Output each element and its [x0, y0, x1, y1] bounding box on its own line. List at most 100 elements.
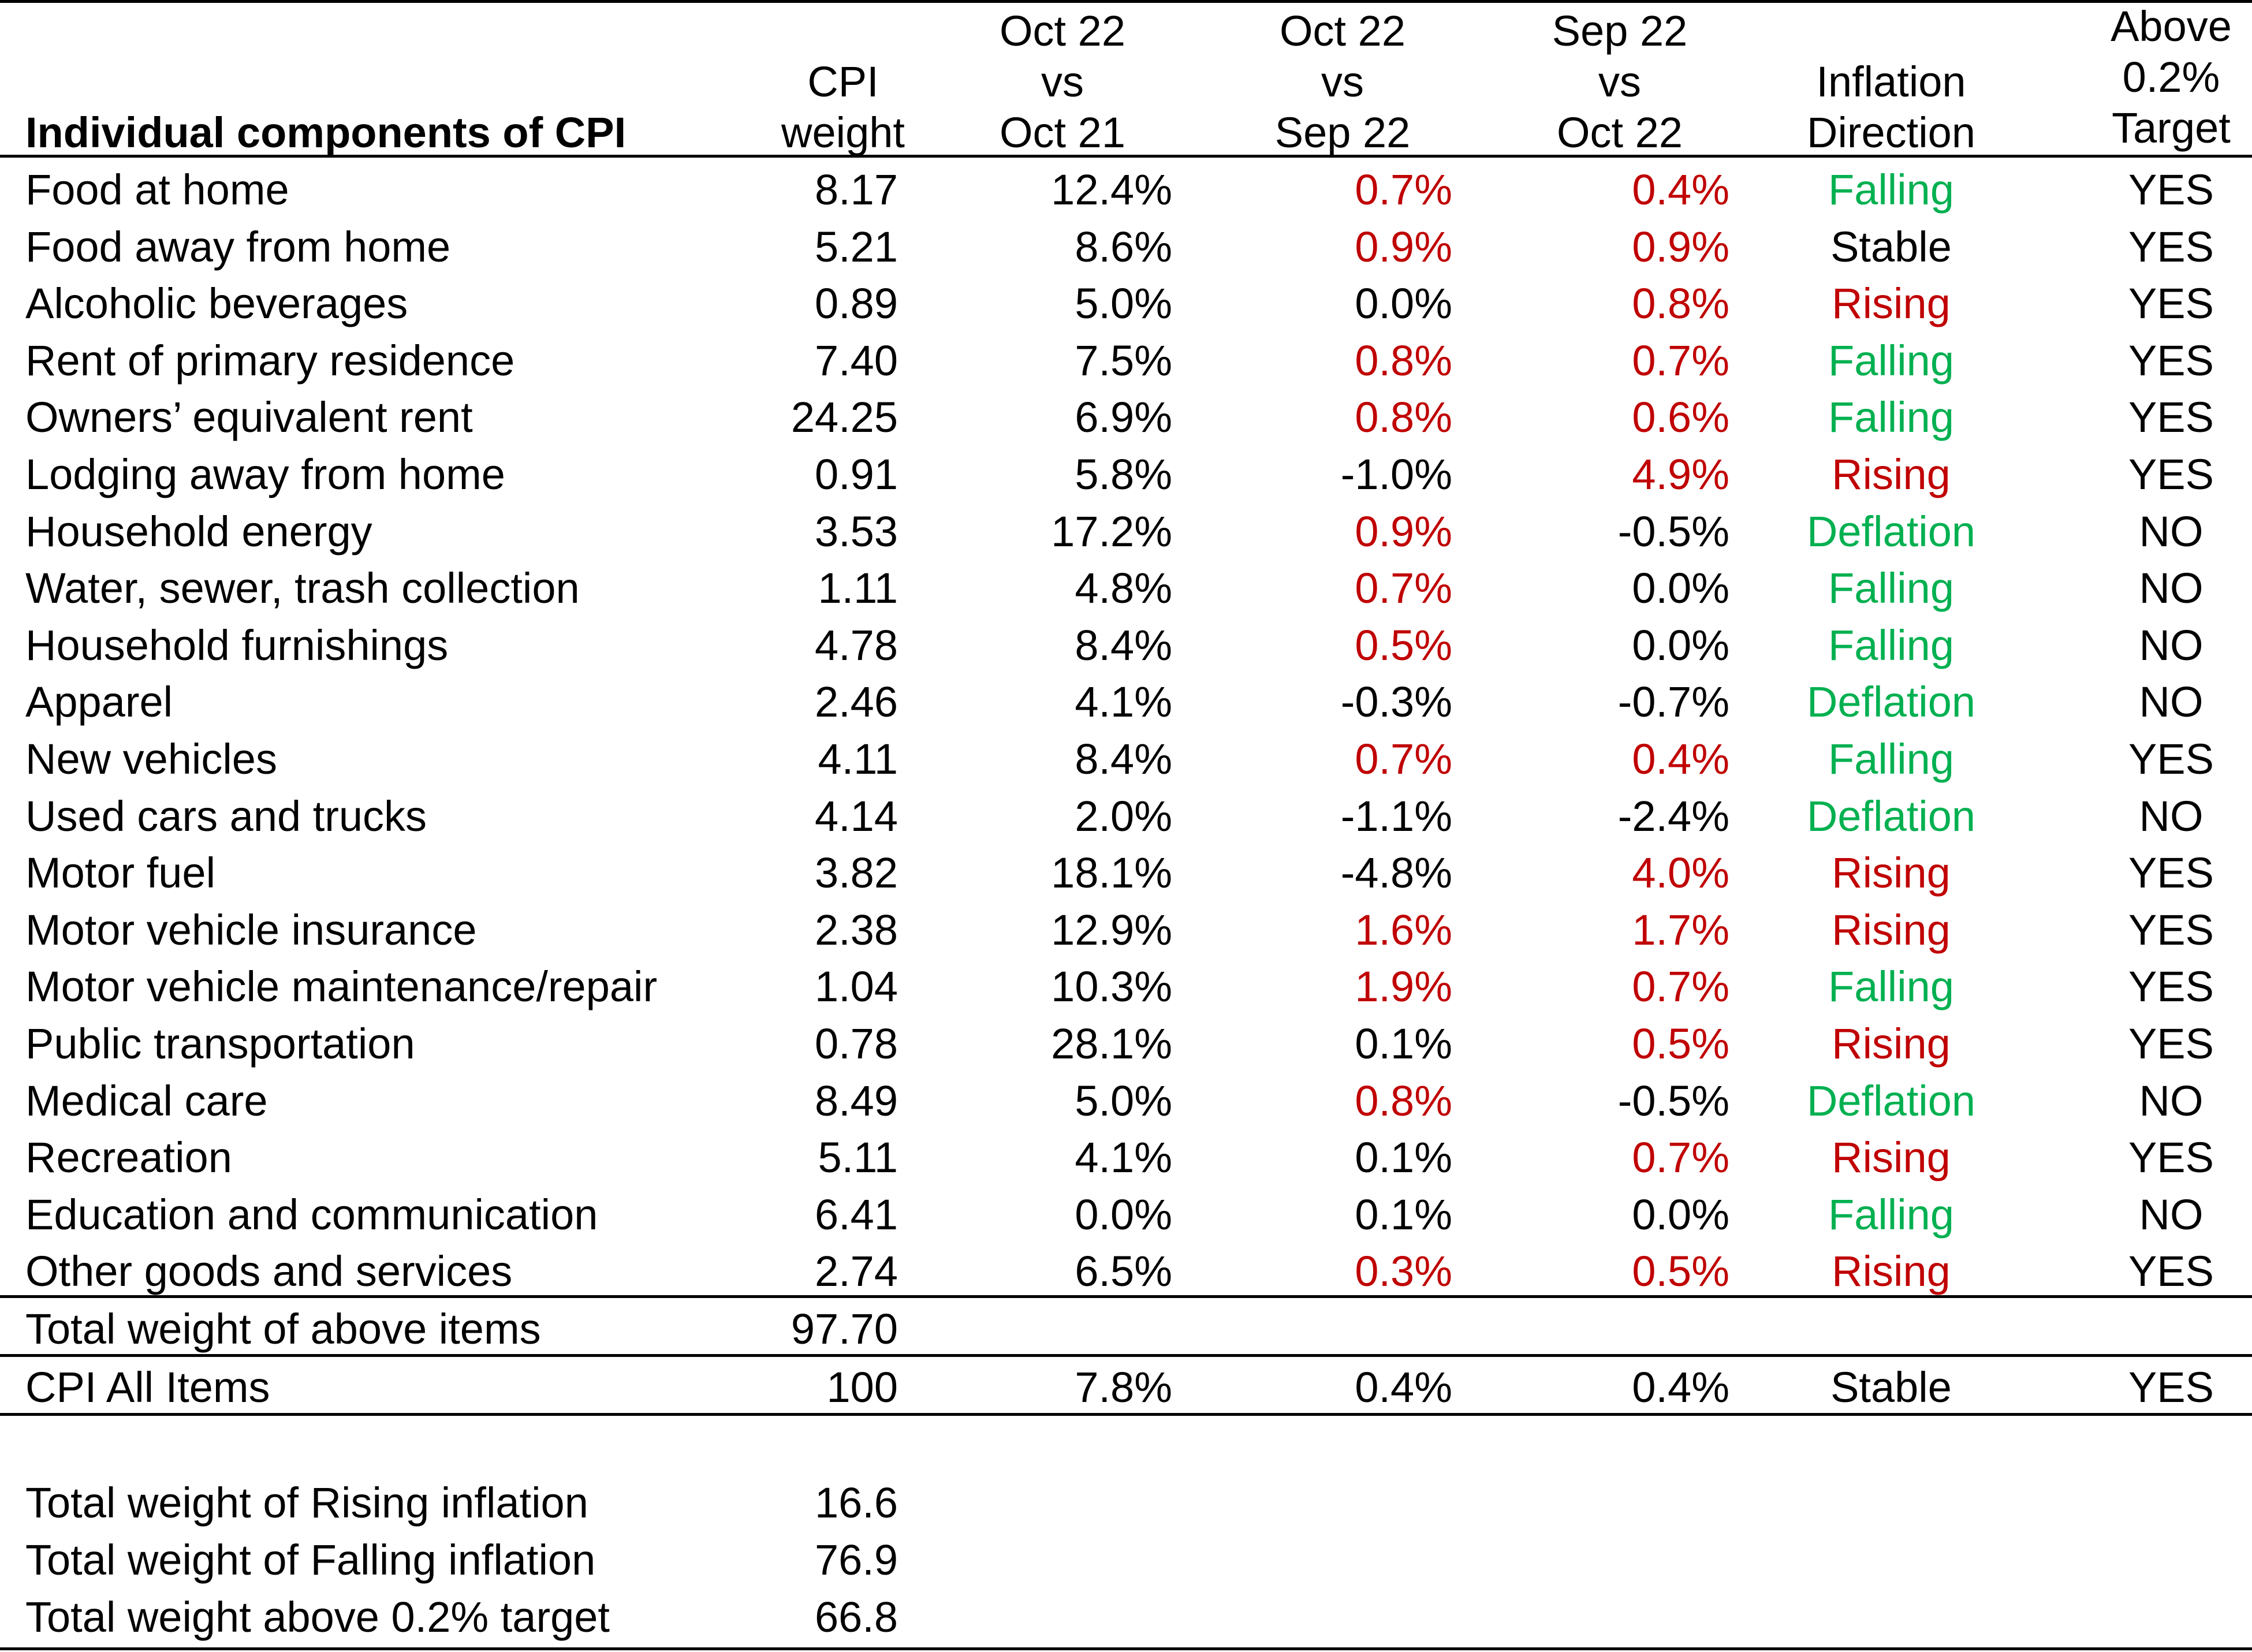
header-direction-line1: Inflation: [1816, 58, 1966, 106]
header-title: Individual components of CPI: [25, 109, 627, 156]
row-above-target: YES: [2128, 1133, 2214, 1181]
row-inflation-direction: Falling: [1828, 735, 1954, 783]
row-sep22-vs-oct22: 0.7%: [1632, 963, 1729, 1010]
row-oct22-vs-oct21: 2.0%: [1075, 792, 1172, 840]
header-target-line2: 0.2%: [2122, 53, 2220, 101]
row-inflation-direction: Falling: [1828, 1191, 1954, 1239]
row-label: Medical care: [25, 1077, 268, 1125]
row-above-target: YES: [2128, 1020, 2214, 1068]
row-cpi-weight: 5.21: [814, 223, 898, 271]
row-cpi-weight: 4.11: [818, 735, 898, 783]
row-oct22-vs-oct21: 6.9%: [1075, 393, 1172, 441]
header-above-target: Above 0.2% Target: [2044, 1, 2252, 154]
row-oct22-vs-oct21: 12.9%: [1051, 906, 1172, 954]
row-inflation-direction: Falling: [1828, 166, 1954, 214]
row-label: New vehicles: [25, 735, 277, 783]
row-above-target: YES: [2128, 1247, 2214, 1295]
summary-target-value: 66.8: [814, 1593, 898, 1641]
all-items-label: CPI All Items: [25, 1363, 270, 1411]
all-items-mom2: 0.4%: [1632, 1363, 1729, 1411]
all-items-weight: 100: [826, 1363, 898, 1411]
header-sep22-vs-oct22: Sep 22 vs Oct 22: [1501, 6, 1738, 158]
row-cpi-weight: 6.41: [814, 1191, 898, 1239]
row-oct22-vs-oct21: 5.0%: [1075, 1077, 1172, 1125]
row-cpi-weight: 3.53: [814, 508, 898, 555]
row-oct22-vs-sep22: 0.8%: [1355, 1077, 1452, 1125]
row-oct22-vs-sep22: 0.9%: [1355, 223, 1452, 271]
row-inflation-direction: Rising: [1832, 849, 1951, 897]
row-sep22-vs-oct22: 0.7%: [1632, 1133, 1729, 1181]
row-sep22-vs-oct22: 0.8%: [1632, 279, 1729, 327]
row-above-target: NO: [2139, 564, 2203, 612]
row-oct22-vs-sep22: -0.3%: [1340, 678, 1452, 726]
row-inflation-direction: Falling: [1828, 963, 1954, 1010]
row-label: Rent of primary residence: [25, 337, 515, 385]
row-label: Motor fuel: [25, 849, 216, 897]
header-cpi-weight-line2: weight: [781, 109, 905, 156]
row-label: Recreation: [25, 1133, 232, 1181]
row-sep22-vs-oct22: 0.9%: [1632, 223, 1729, 271]
summary-rising-value: 16.6: [814, 1479, 898, 1527]
row-oct22-vs-oct21: 8.4%: [1075, 735, 1172, 783]
row-inflation-direction: Rising: [1832, 450, 1951, 498]
row-oct22-vs-sep22: 0.8%: [1355, 393, 1452, 441]
row-sep22-vs-oct22: 0.0%: [1632, 1191, 1729, 1239]
row-above-target: YES: [2128, 279, 2214, 327]
row-inflation-direction: Deflation: [1806, 1077, 1976, 1125]
row-sep22-vs-oct22: 4.9%: [1632, 450, 1729, 498]
header-oct22-vs-sep22: Oct 22 vs Sep 22: [1224, 6, 1461, 158]
row-oct22-vs-oct21: 17.2%: [1051, 508, 1172, 555]
row-sep22-vs-oct22: 0.4%: [1632, 166, 1729, 214]
row-above-target: YES: [2128, 166, 2214, 214]
row-above-target: YES: [2128, 906, 2214, 954]
row-label: Motor vehicle insurance: [25, 906, 477, 954]
row-cpi-weight: 0.91: [814, 450, 898, 498]
row-oct22-vs-oct21: 4.1%: [1075, 678, 1172, 726]
header-mom2-line2: vs: [1598, 58, 1641, 106]
row-oct22-vs-sep22: 0.7%: [1355, 166, 1452, 214]
summary-falling-label: Total weight of Falling inflation: [25, 1536, 596, 1584]
header-mom1-line1: Oct 22: [1280, 7, 1405, 55]
row-oct22-vs-oct21: 8.6%: [1075, 223, 1172, 271]
row-label: Public transportation: [25, 1020, 415, 1068]
rule-top: [0, 0, 2252, 3]
row-cpi-weight: 4.14: [814, 792, 898, 840]
row-cpi-weight: 3.82: [814, 849, 898, 897]
row-label: Alcoholic beverages: [25, 279, 408, 327]
row-above-target: YES: [2128, 735, 2214, 783]
header-yoy-line3: Oct 21: [1000, 109, 1125, 156]
row-cpi-weight: 5.11: [818, 1133, 898, 1181]
row-oct22-vs-oct21: 0.0%: [1075, 1191, 1172, 1239]
row-oct22-vs-sep22: -1.0%: [1340, 450, 1452, 498]
rule-below-header: [0, 155, 2252, 158]
row-oct22-vs-oct21: 8.4%: [1075, 621, 1172, 669]
header-cpi-weight-line1: CPI: [807, 58, 879, 106]
row-label: Water, sewer, trash collection: [25, 564, 580, 612]
row-inflation-direction: Rising: [1832, 1133, 1951, 1181]
header-mom1-line3: Sep 22: [1274, 109, 1411, 156]
row-sep22-vs-oct22: -0.5%: [1617, 1077, 1729, 1125]
row-oct22-vs-sep22: 0.5%: [1355, 621, 1452, 669]
row-oct22-vs-sep22: 0.1%: [1355, 1191, 1452, 1239]
row-cpi-weight: 2.74: [814, 1247, 898, 1295]
row-oct22-vs-sep22: 0.7%: [1355, 735, 1452, 783]
row-above-target: YES: [2128, 963, 2214, 1010]
row-cpi-weight: 8.17: [814, 166, 898, 214]
summary-rising-label: Total weight of Rising inflation: [25, 1479, 588, 1527]
row-oct22-vs-oct21: 7.5%: [1075, 337, 1172, 385]
row-above-target: YES: [2128, 849, 2214, 897]
header-target-line3: Target: [2112, 104, 2231, 152]
row-above-target: NO: [2139, 1077, 2203, 1125]
row-label: Used cars and trucks: [25, 792, 427, 840]
row-sep22-vs-oct22: 0.6%: [1632, 393, 1729, 441]
row-above-target: NO: [2139, 621, 2203, 669]
row-inflation-direction: Rising: [1832, 279, 1951, 327]
header-mom2-line1: Sep 22: [1552, 7, 1688, 55]
row-inflation-direction: Deflation: [1806, 792, 1976, 840]
row-cpi-weight: 1.04: [814, 963, 898, 1010]
header-yoy-line2: vs: [1041, 58, 1084, 106]
row-label: Motor vehicle maintenance/repair: [25, 963, 658, 1010]
row-cpi-weight: 2.46: [814, 678, 898, 726]
row-label: Lodging away from home: [25, 450, 505, 498]
